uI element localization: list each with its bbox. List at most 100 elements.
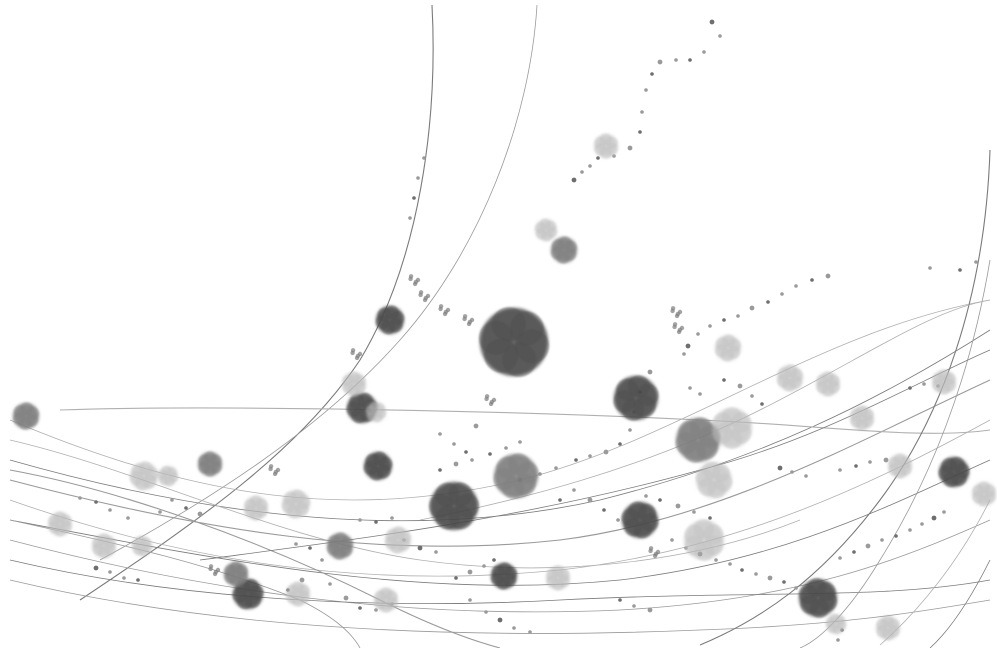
splatter-dot [213,569,219,575]
ink-dot [374,520,378,524]
ink-dot [740,568,744,572]
curve-line [699,149,991,646]
ink-dot [574,458,578,462]
ink-dot [780,292,784,296]
ink-dot [640,110,644,114]
ink-dot [416,176,420,180]
ink-dot [974,260,978,264]
ink-dot [750,394,754,398]
ink-blob [286,581,310,607]
ink-dot [320,558,324,562]
ink-blob [363,451,393,481]
ink-dot [93,565,99,571]
ink-dot [790,470,794,474]
ink-dot [108,570,112,574]
splatter-dot [208,564,214,569]
ink-blob [157,465,179,487]
ink-dot [488,452,492,456]
ink-dot [588,454,592,458]
ink-dot [688,58,692,62]
ink-blob [621,501,659,539]
ink-dot [754,572,758,576]
splatter-dot [443,309,449,315]
ink-blob [365,401,387,423]
ink-dot [616,518,620,522]
ink-blob [816,371,840,397]
ink-dot [852,550,856,554]
ink-blob [684,519,724,561]
ink-dot [696,332,700,336]
ink-blob [374,587,398,613]
splatter-dot [670,306,676,311]
ink-dot [657,59,663,65]
ink-dot [473,423,479,429]
ink-dot [136,578,140,582]
ink-dot [596,156,600,160]
ink-dot [708,324,712,328]
splatter-dot [489,399,495,405]
ink-dot [78,496,82,500]
ink-dot [343,595,349,601]
curve-line [419,299,991,521]
splatter-dot [467,319,473,325]
curve-line [9,459,991,586]
ink-dot [528,630,532,634]
ink-dot [708,516,712,520]
ink-blob [594,133,618,159]
ink-dot [722,318,726,322]
ink-dot [580,170,584,174]
ink-dot [618,598,622,602]
ink-blob [224,561,248,587]
ink-dot [908,528,912,532]
ink-dot [836,638,840,642]
ink-dot [709,19,715,25]
ink-dot [438,468,442,472]
splatter-dot [355,353,361,359]
ink-dot [618,442,622,446]
ink-dot [928,266,932,270]
ink-dot [736,314,740,318]
ink-dot [374,608,378,612]
ink-dot [737,383,743,389]
ink-dot [627,145,633,151]
ink-dot [718,34,722,38]
ink-dot [417,545,423,551]
ink-dot [408,216,412,220]
ink-blob [938,456,970,488]
ink-dot [647,607,653,613]
ink-dot [650,72,654,76]
splatter-dot [423,295,429,301]
ink-dot [504,446,508,450]
splatter-dot [418,290,424,295]
ink-dot [931,515,937,521]
ink-dot [358,606,362,610]
ink-blob [550,236,578,264]
ink-dot [482,564,486,568]
ink-dot [554,466,558,470]
ink-dot [674,58,678,62]
ink-blob [342,371,366,397]
curve-line [9,519,361,648]
ink-dot [908,386,912,390]
ink-dot [197,511,203,517]
curve-line [9,469,501,648]
ink-dot [682,352,686,356]
ink-blob [129,461,159,491]
ink-blob [712,407,752,449]
ink-dot [126,516,130,520]
ink-blob [714,334,742,362]
ink-dot [794,586,798,590]
ink-dot [467,569,473,575]
ink-dot [518,440,522,444]
ink-blob [876,615,900,641]
ink-dot [512,626,516,630]
ink-blob [776,364,804,392]
ink-blob [534,218,558,242]
ink-dot [767,575,773,581]
ink-blob [850,405,874,431]
ink-dot [558,498,562,502]
ink-dot [484,610,488,614]
splatter-dot [648,546,654,551]
ink-dot [658,498,662,502]
ink-dot [810,278,814,282]
